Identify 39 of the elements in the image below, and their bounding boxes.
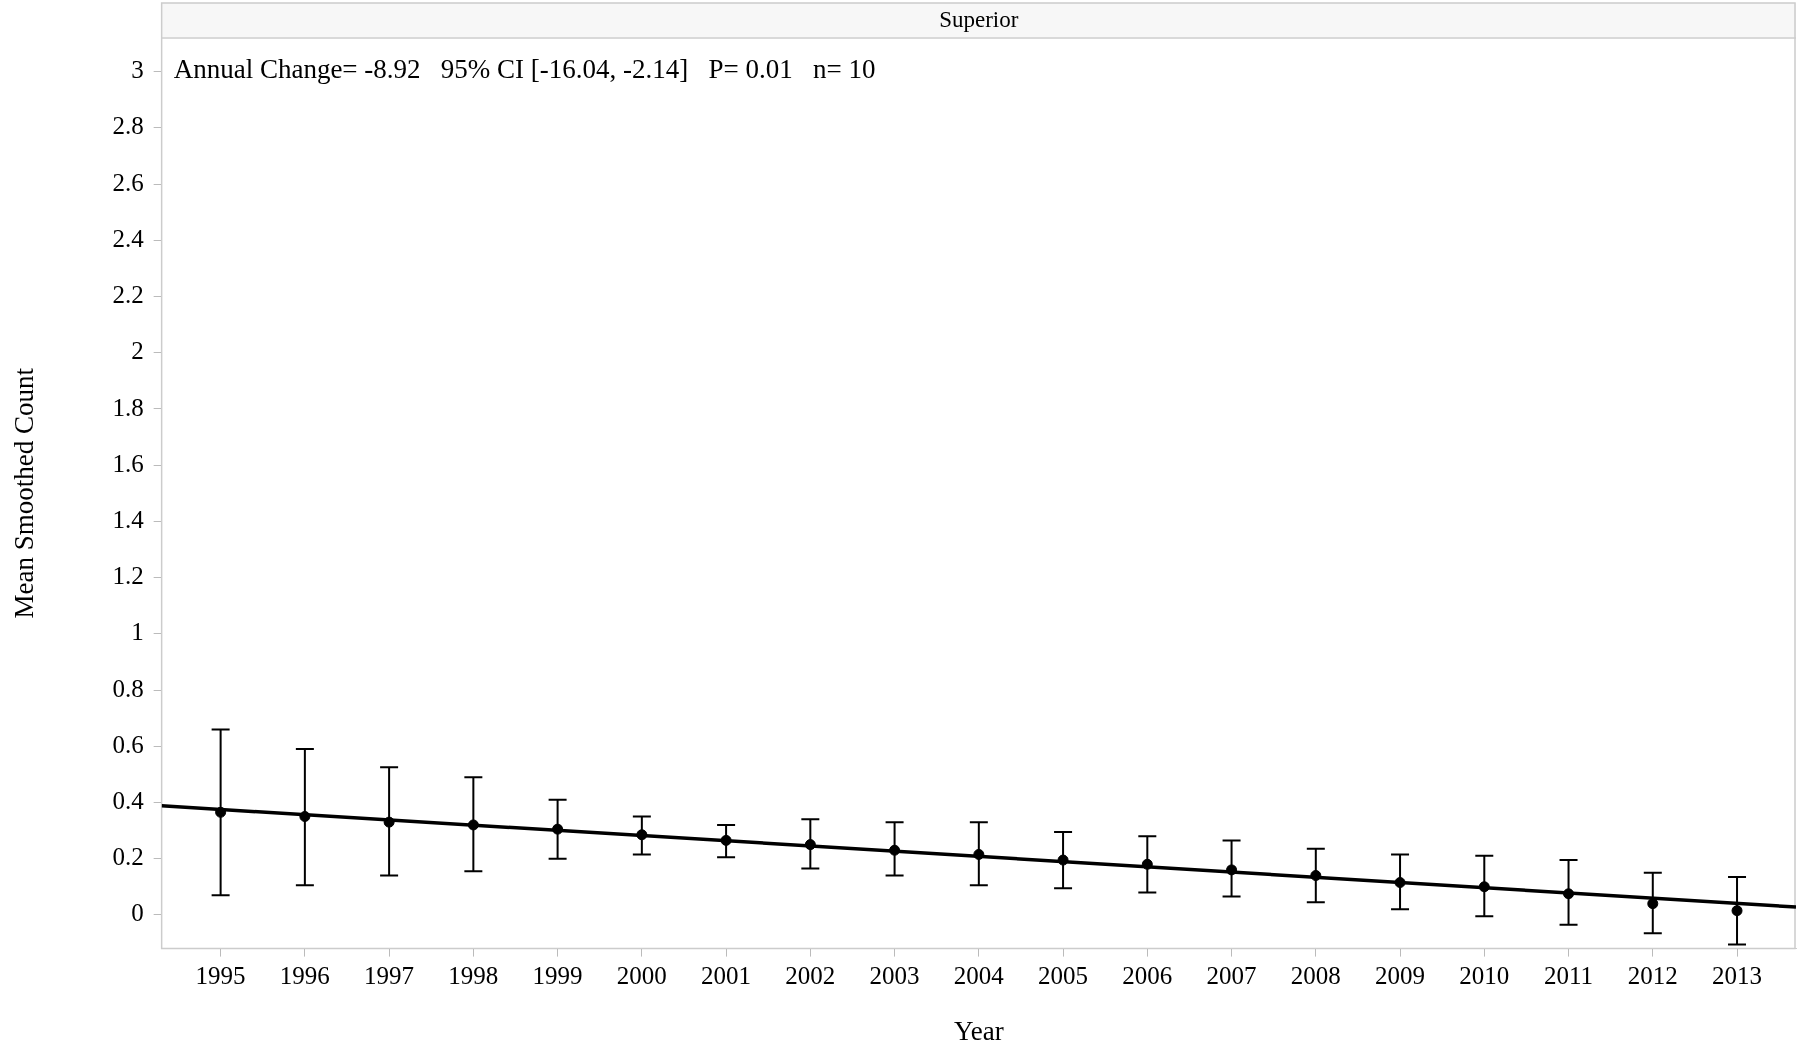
- x-tick-label: 2008: [1290, 962, 1341, 990]
- y-tick-label: 0.4: [112, 787, 145, 815]
- x-tick-label: 2011: [1544, 962, 1594, 990]
- x-tick-label: 1996: [279, 962, 330, 990]
- y-tick-label: 3: [131, 56, 144, 84]
- y-tick-label: 0.2: [112, 843, 144, 871]
- x-tick-label: 2002: [785, 962, 836, 990]
- y-tick-label: 2.4: [112, 224, 145, 252]
- x-tick-label: 2013: [1712, 962, 1763, 990]
- y-tick-label: 1.6: [112, 449, 144, 477]
- x-tick-label: 1997: [364, 962, 415, 990]
- y-tick-label: 2.8: [112, 112, 144, 140]
- x-tick-label: 2000: [616, 962, 667, 990]
- x-tick-label: 2004: [953, 962, 1005, 990]
- x-tick-label: 2006: [1122, 962, 1173, 990]
- x-tick-label: 1998: [448, 962, 499, 990]
- y-tick-label: 0: [131, 899, 144, 927]
- chart-title: Superior: [939, 6, 1019, 32]
- y-tick-label: 1: [131, 618, 144, 646]
- y-tick-label: 0.8: [112, 674, 144, 702]
- x-tick-label: 2003: [869, 962, 920, 990]
- y-tick-label: 1.8: [112, 393, 144, 421]
- x-tick-label: 1999: [532, 962, 583, 990]
- y-tick-label: 2.6: [112, 168, 144, 196]
- y-axis-title: Mean Smoothed Count: [9, 367, 40, 619]
- y-tick-label: 1.4: [112, 505, 145, 533]
- y-tick-label: 1.2: [112, 562, 144, 590]
- x-tick-label: 1995: [195, 962, 246, 990]
- y-tick-label: 2: [131, 337, 144, 365]
- x-tick-label: 2001: [701, 962, 752, 990]
- y-tick-label: 2.2: [112, 281, 144, 309]
- y-tick-label: 0.6: [112, 730, 144, 758]
- x-tick-label: 2012: [1627, 962, 1678, 990]
- annotation: Annual Change= -8.92 95% CI [-16.04, -2.14] P= 0.01 n= 10: [173, 54, 876, 85]
- x-tick-label: 2005: [1038, 962, 1089, 990]
- x-tick-label: 2007: [1206, 962, 1257, 990]
- x-tick-label: 2009: [1375, 962, 1426, 990]
- x-axis-title: Year: [953, 1015, 1004, 1046]
- x-tick-label: 2010: [1459, 962, 1510, 990]
